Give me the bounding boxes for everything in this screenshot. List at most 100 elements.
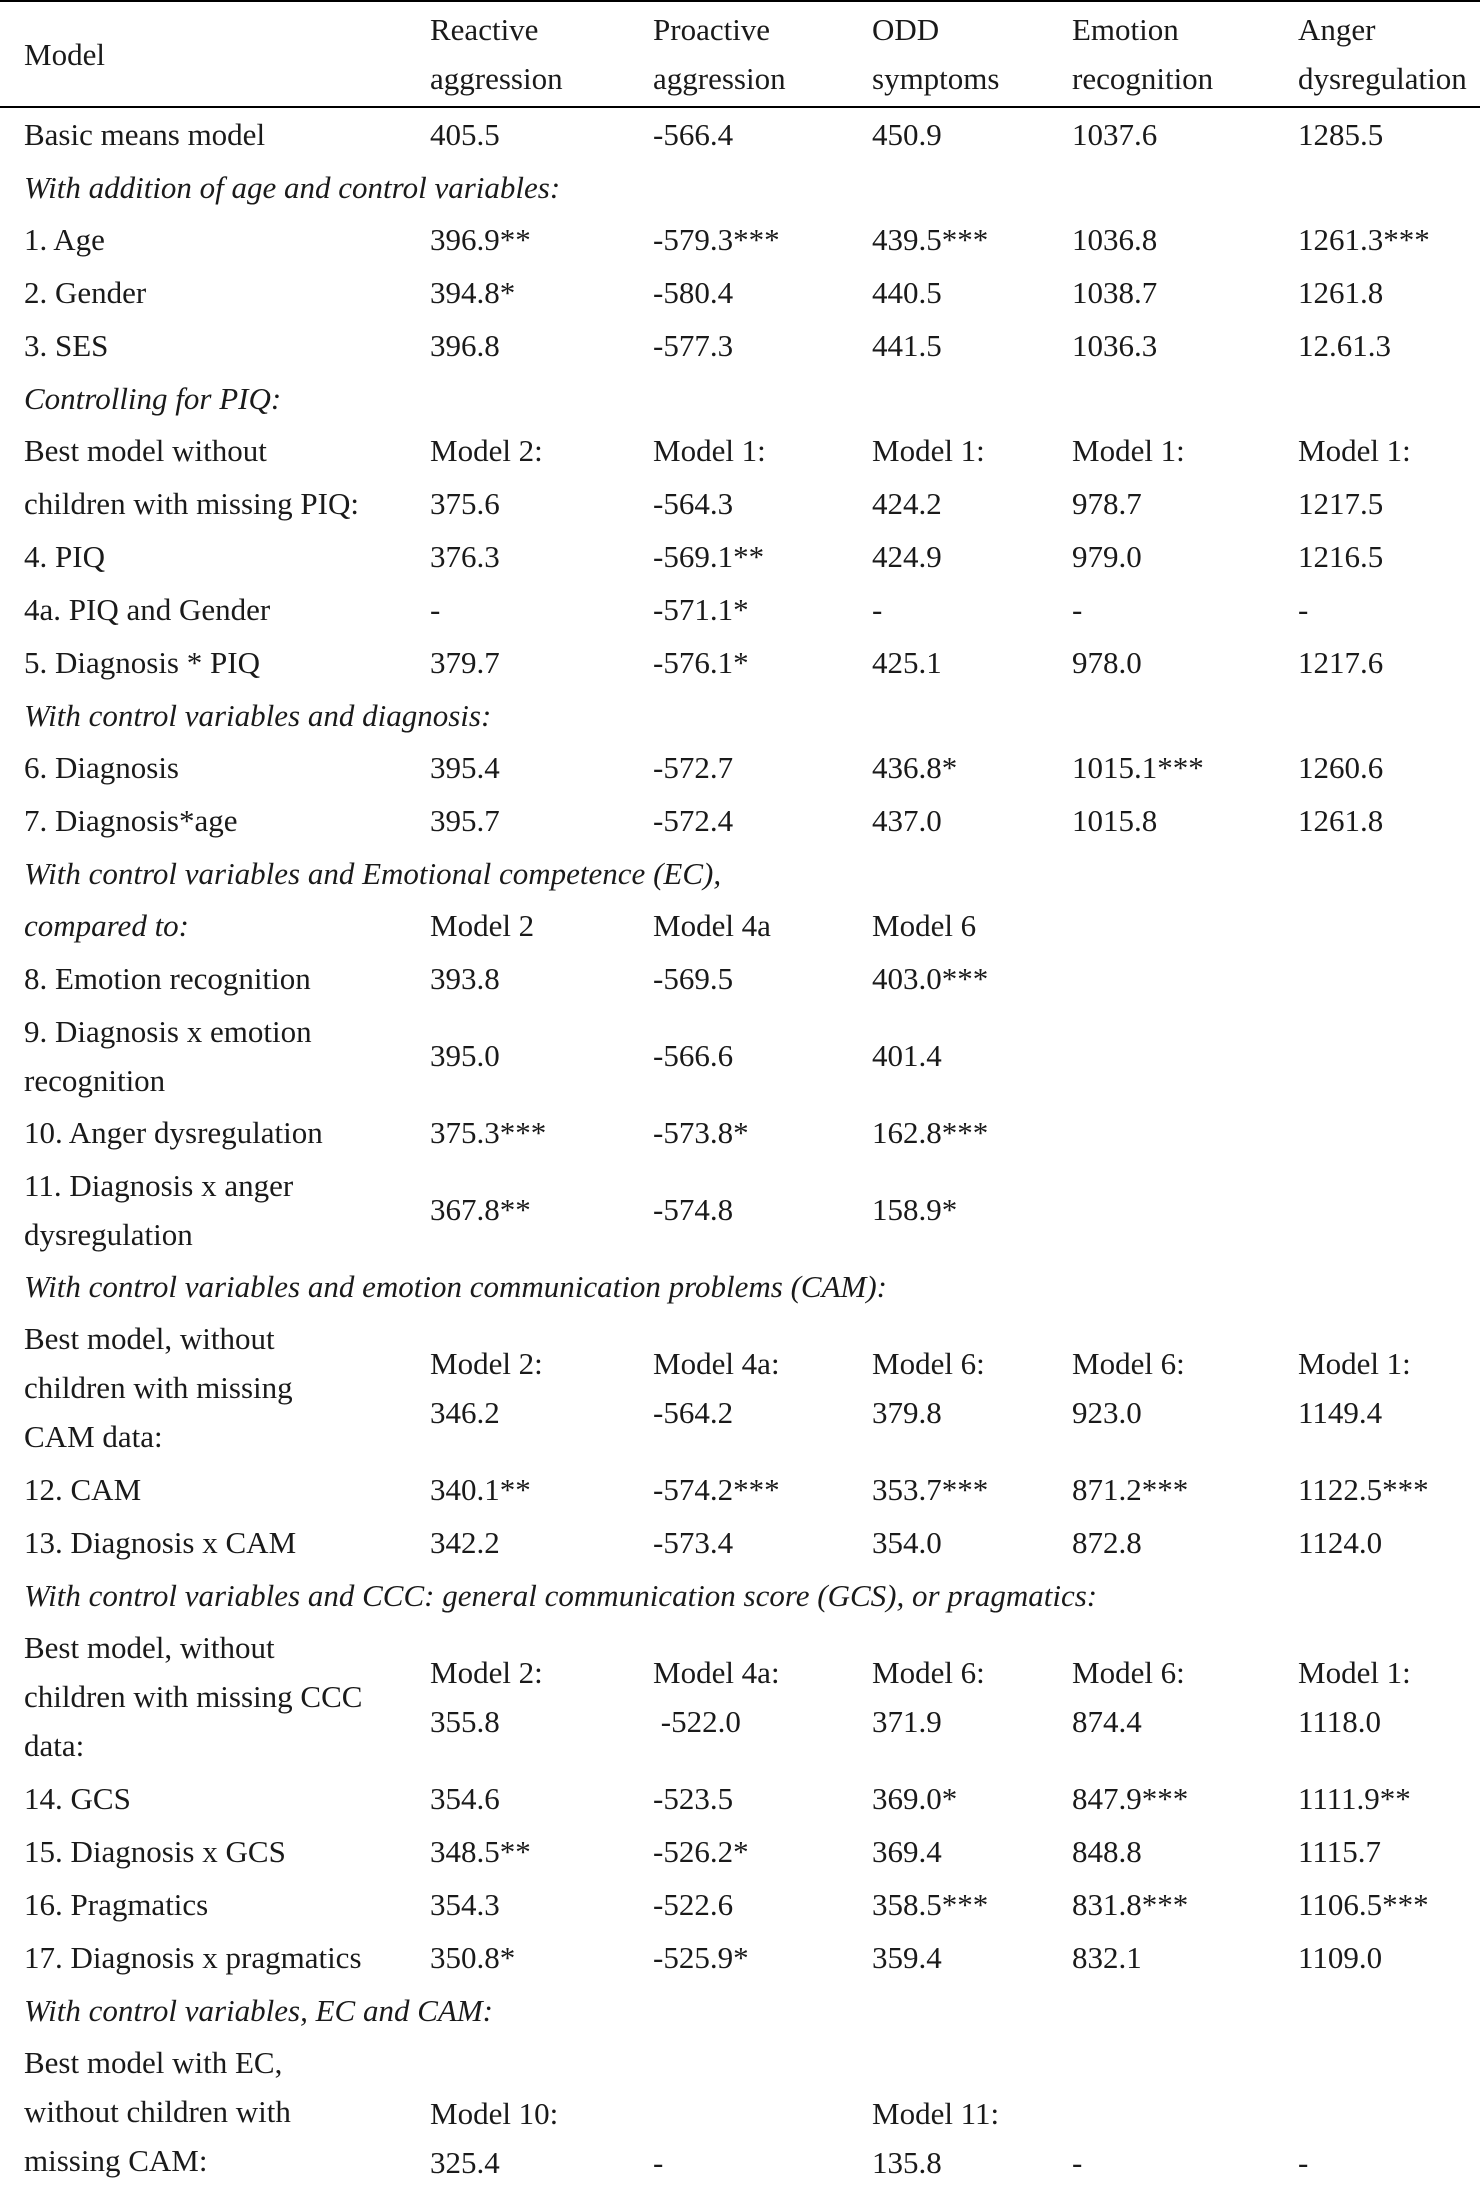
table-cell-line: 350.8* xyxy=(430,1940,516,1975)
table-cell-line: 354.0 xyxy=(872,1525,942,1560)
column-header-line: Model xyxy=(24,36,105,72)
table-cell-line: 1149.4 xyxy=(1298,1394,1383,1430)
row-label-line: recognition xyxy=(24,1062,166,1098)
table-row: 4a. PIQ and Gender - -571.1* - - - xyxy=(0,583,1480,636)
table-cell-line: -573.4 xyxy=(653,1525,734,1560)
table-cell: -579.3*** xyxy=(629,213,848,266)
section-heading-row: Controlling for PIQ: xyxy=(0,372,1480,424)
table-cell-line: 376.3 xyxy=(430,539,500,574)
table-cell-line: Model 2: xyxy=(430,433,543,468)
table-cell: -573.4 xyxy=(629,1516,848,1569)
row-label-line: 4a. PIQ and Gender xyxy=(24,592,271,627)
table-cell-line: Model 1: xyxy=(1072,433,1185,468)
table-cell-line: 1122.5*** xyxy=(1298,1472,1429,1507)
table-cell-line: 441.5 xyxy=(872,328,942,363)
table-cell-line: 1037.6 xyxy=(1072,117,1158,152)
row-label-line: missing CAM: xyxy=(24,2143,208,2178)
table-cell-line: 1261.8 xyxy=(1298,803,1384,838)
table-cell: 354.3 xyxy=(406,1878,629,1931)
table-cell: Model 4a: -564.2 xyxy=(629,1312,848,1463)
table-cell-line: 1217.6 xyxy=(1298,645,1384,680)
table-cell-line: 848.8 xyxy=(1072,1834,1142,1869)
section-heading: Controlling for PIQ: xyxy=(24,380,282,416)
table-cell-line: 342.2 xyxy=(430,1525,500,1560)
table-row: 15. Diagnosis x GCS 348.5** -526.2* 369.4 84… xyxy=(0,1825,1480,1878)
row-label: 3. SES xyxy=(0,319,406,372)
table-cell-line: 923.0 xyxy=(1072,1394,1142,1430)
table-row: 5. Diagnosis * PIQ 379.7 -576.1* 425.1 978.0… xyxy=(0,636,1480,689)
table-cell-line: 440.5 xyxy=(872,275,942,310)
table-cell-line: Model 2 xyxy=(430,908,535,943)
table-cell: 1115.7 xyxy=(1274,1825,1480,1878)
table-cell-line: Model 4a xyxy=(653,908,771,943)
table-cell: -574.8 xyxy=(629,1159,848,1260)
table-cell-line: 396.9** xyxy=(430,222,531,257)
table-cell-line: Model 6: xyxy=(1072,1345,1185,1381)
table-cell: 978.0 xyxy=(1048,636,1274,689)
table-cell: Model 1: xyxy=(1048,424,1274,477)
table-cell-line: -526.2* xyxy=(653,1834,749,1869)
column-header-line: Proactive xyxy=(653,12,771,47)
table-cell: Model 11: 135.8 xyxy=(848,2036,1048,2187)
table-row: compared to: Model 2 Model 4a Model 6 xyxy=(0,899,1480,952)
table-cell xyxy=(1274,1159,1480,1260)
table-cell: 978.7 xyxy=(1048,477,1274,530)
table-cell-line: 375.6 xyxy=(430,486,500,521)
table-cell-line: 1260.6 xyxy=(1298,750,1384,785)
table-cell: 396.9** xyxy=(406,213,629,266)
row-label: Basic means model xyxy=(0,107,406,161)
table-cell: - xyxy=(629,2036,848,2187)
table-cell xyxy=(1048,1159,1274,1260)
row-label-line: 15. Diagnosis x GCS xyxy=(24,1834,286,1869)
table-row: Basic means model 405.5 -566.4 450.9 1037.6 1… xyxy=(0,107,1480,161)
table-row: 11. Diagnosis x anger dysregulation 367.8*… xyxy=(0,1159,1480,1260)
table-cell-line: Model 2: xyxy=(430,1345,543,1381)
table-cell-line: -569.5 xyxy=(653,961,734,996)
table-cell: 396.8 xyxy=(406,319,629,372)
table-cell: 353.7*** xyxy=(848,1463,1048,1516)
table-cell-line: 1115.7 xyxy=(1298,1834,1381,1869)
section-heading-row: With control variables and Emotional com… xyxy=(0,847,1480,899)
table-cell-line: 1036.8 xyxy=(1072,222,1158,257)
table-cell: 1109.0 xyxy=(1274,1931,1480,1984)
row-label-line: 7. Diagnosis*age xyxy=(24,803,238,838)
table-cell-line: 1124.0 xyxy=(1298,1525,1383,1560)
table-cell-line: 346.2 xyxy=(430,1394,500,1430)
table-cell-line: 403.0*** xyxy=(872,961,989,996)
table-cell-line: 355.8 xyxy=(430,1703,500,1739)
table-cell: 379.7 xyxy=(406,636,629,689)
table-cell-line: -522.6 xyxy=(653,1887,734,1922)
table-cell: 1261.8 xyxy=(1274,266,1480,319)
table-cell: 354.0 xyxy=(848,1516,1048,1569)
section-heading-row: With control variables and diagnosis: xyxy=(0,689,1480,741)
table-cell-line: - xyxy=(1298,2145,1309,2180)
table-cell-line: -522.0 xyxy=(653,1703,741,1739)
table-body: Basic means model 405.5 -566.4 450.9 1037.6 1… xyxy=(0,107,1480,2187)
table-cell-line: 832.1 xyxy=(1072,1940,1142,1975)
table-cell-line: -523.5 xyxy=(653,1781,734,1816)
table-cell xyxy=(1048,1005,1274,1106)
table-cell: -522.6 xyxy=(629,1878,848,1931)
row-label-line: 8. Emotion recognition xyxy=(24,961,311,996)
section-heading-row: With control variables and CCC: general … xyxy=(0,1569,1480,1621)
table-cell-line: -573.8* xyxy=(653,1115,749,1150)
table-cell: - xyxy=(406,583,629,636)
row-label-line: 1. Age xyxy=(24,222,105,257)
table-cell-line: 424.9 xyxy=(872,539,942,574)
table-cell xyxy=(1048,952,1274,1005)
table-cell-line: -579.3*** xyxy=(653,222,780,257)
table-cell: 1261.8 xyxy=(1274,794,1480,847)
table-cell: 436.8* xyxy=(848,741,1048,794)
row-label-line: Best model, without xyxy=(24,1321,275,1356)
table-cell: 367.8** xyxy=(406,1159,629,1260)
section-heading: With control variables, EC and CAM: xyxy=(24,1992,493,2028)
table-cell: 405.5 xyxy=(406,107,629,161)
table-cell-line: 1106.5*** xyxy=(1298,1887,1429,1922)
table-cell: 12.61.3 xyxy=(1274,319,1480,372)
table-cell-line: -574.8 xyxy=(653,1192,734,1227)
table-cell-line: 375.3*** xyxy=(430,1115,547,1150)
table-cell: Model 2: 346.2 xyxy=(406,1312,629,1463)
table-cell-line: 1216.5 xyxy=(1298,539,1384,574)
table-cell-line: 354.3 xyxy=(430,1887,500,1922)
table-cell: -569.1** xyxy=(629,530,848,583)
